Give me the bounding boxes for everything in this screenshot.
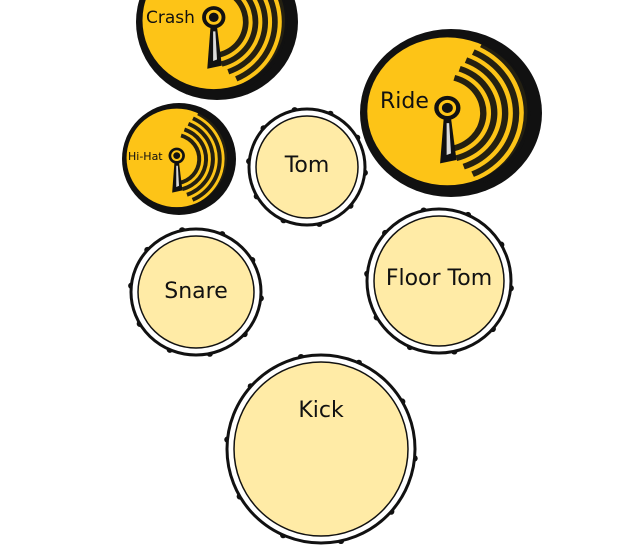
snare-drum[interactable]: Snare <box>128 226 264 358</box>
crash-cymbal-graphic <box>136 0 298 100</box>
hihat-cymbal[interactable]: Hi-Hat <box>122 103 236 215</box>
kick-drum-graphic <box>224 353 418 545</box>
floor-tom-drum-graphic <box>364 207 514 355</box>
kick-drum[interactable]: Kick <box>224 352 418 546</box>
floor-tom-drum[interactable]: Floor Tom <box>364 206 514 356</box>
ride-cymbal-graphic <box>360 29 542 197</box>
hihat-cymbal-graphic <box>122 103 236 215</box>
drum-kit: Crash Ride Hi-Hat Tom Snare Floor Tom Ki… <box>122 0 542 545</box>
crash-cymbal[interactable]: Crash <box>136 0 298 100</box>
tom-drum-graphic <box>246 107 368 227</box>
snare-drum-graphic <box>128 227 264 357</box>
ride-cymbal[interactable]: Ride <box>360 29 542 197</box>
tom-drum[interactable]: Tom <box>246 106 368 228</box>
